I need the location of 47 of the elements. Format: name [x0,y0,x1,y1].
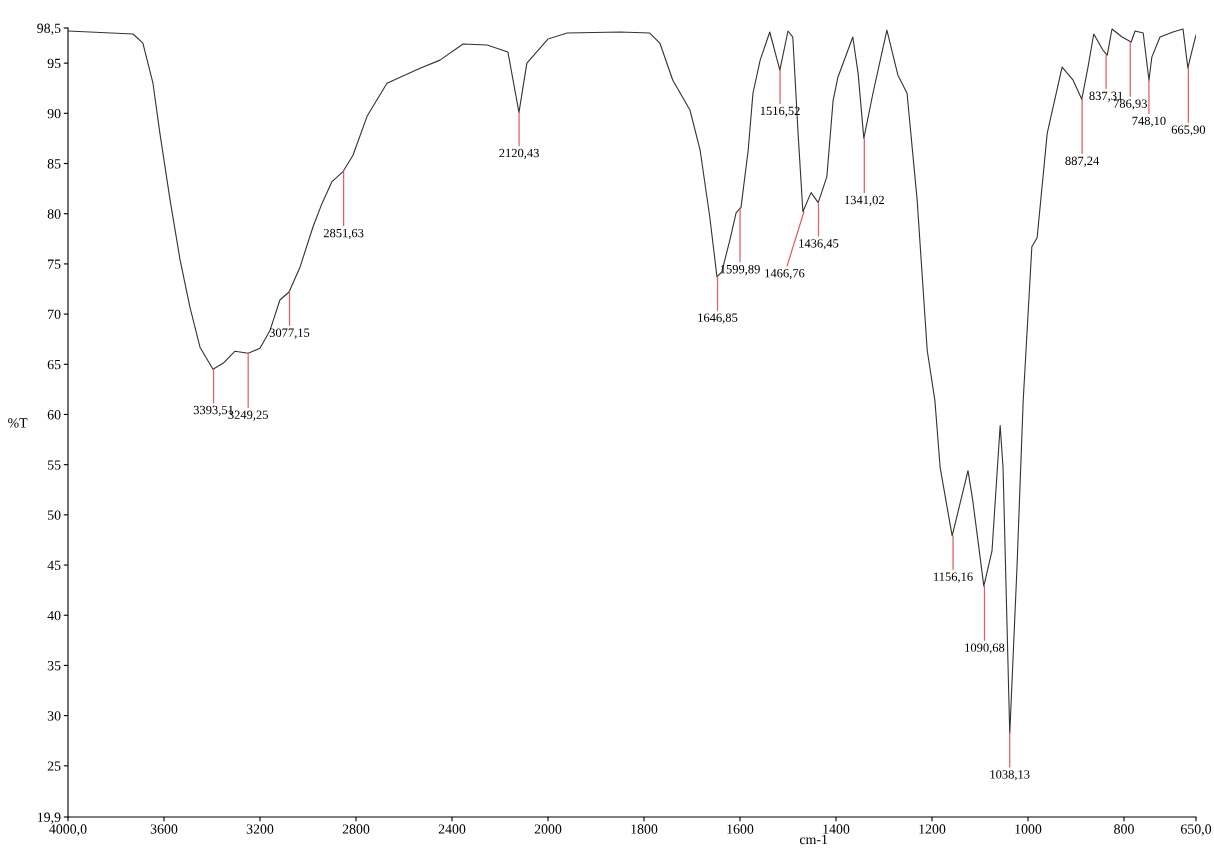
annotation: 1646,85 [698,313,738,324]
annotation: 2851,63 [323,228,364,240]
y-tick-label: 55 [47,460,61,470]
y-tick-label: 75 [48,259,61,269]
y-tick-label: 50 [47,510,61,520]
x-tick-label: 650,0 [1180,824,1212,836]
y-tick-label: 40 [47,610,61,621]
x-axis-title: cm-1 [799,834,828,845]
y-tick-label: 98,5 [37,23,61,35]
annotation: 1436,45 [799,239,839,250]
y-axis-title: %T [8,418,28,428]
y-tick-label: 60 [47,410,61,420]
x-tick-label: 1000 [1015,824,1042,834]
x-tick-label: 4000,0 [49,824,87,836]
annotation: 3077,15 [269,328,310,339]
x-tick-label: 3600 [150,824,178,834]
x-tick-label: 2800 [342,824,370,834]
annotation: 1599,89 [720,264,760,276]
y-tick-label: 70 [48,309,61,320]
x-tick-label: 1600 [727,824,754,834]
annotation: 887,24 [1065,156,1100,167]
annotation: 1466,76 [765,269,805,280]
y-tick-label: 45 [47,560,61,570]
x-tick-label: 1400 [823,824,850,834]
x-tick-label: 2000 [534,824,562,834]
x-tick-label: 800 [1114,824,1134,834]
y-tick-label: 19,9 [37,812,61,824]
y-tick-label: 25 [47,761,61,771]
annotation: 665,90 [1171,125,1206,136]
y-tick-label: 80 [47,209,61,219]
x-tick-label: 1200 [919,824,946,834]
x-tick-label: 2400 [438,824,466,834]
y-tick-label: 35 [47,661,61,671]
annotation: 748,10 [1132,116,1166,127]
annotation: 1038,13 [990,770,1030,781]
annotation: 1156,16 [934,572,973,583]
y-tick-label: 30 [47,711,61,721]
x-tick-label: 3200 [246,824,274,834]
y-tick-label: 95 [47,58,61,69]
annotation: 2120,43 [499,148,539,160]
annotation: 1516,52 [760,106,800,117]
x-tick-label: 1800 [631,824,658,834]
y-tick-label: 90 [47,108,61,119]
y-tick-label: 65 [47,359,61,370]
annotation: 1090,68 [965,643,1005,654]
annotation: 1341,02 [845,195,884,206]
y-tick-label: 85 [47,159,61,169]
